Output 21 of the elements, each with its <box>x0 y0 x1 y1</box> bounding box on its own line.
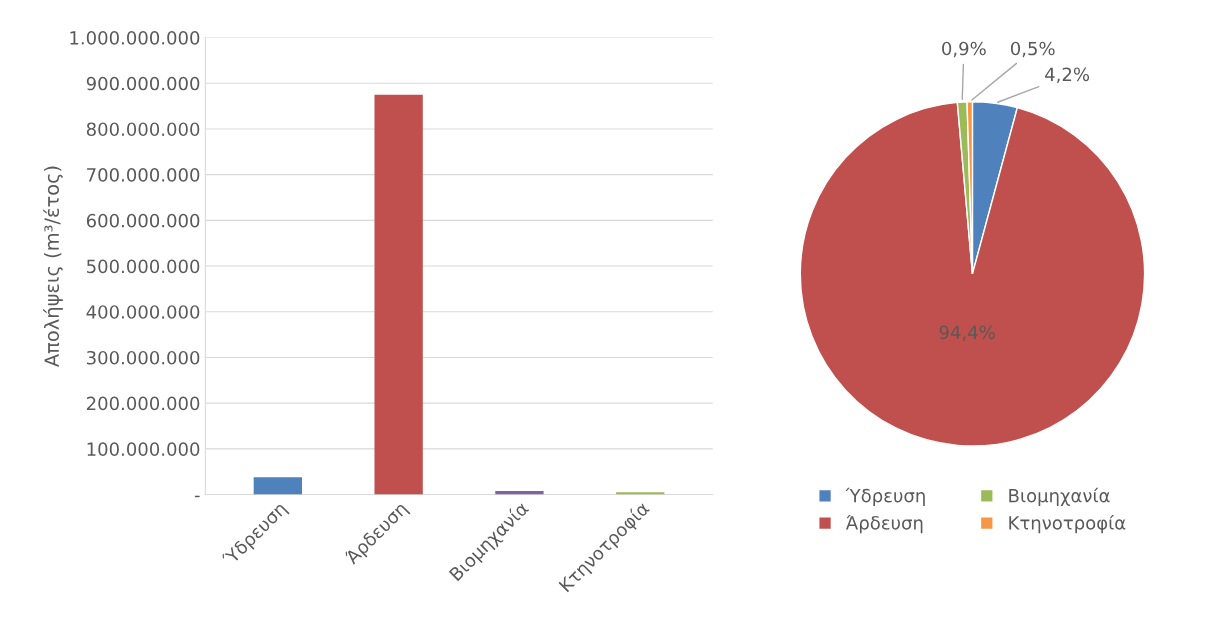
y-tick-label: 300.000.000 <box>87 350 200 365</box>
data-label: 0,9% <box>942 41 986 58</box>
legend-label: Ύδρευση <box>845 487 925 506</box>
y-tick-label: 200.000.000 <box>86 396 200 411</box>
y-tick-label: 1.000.000.000 <box>70 31 200 45</box>
y-axis-title: Απολήψεις (m³/έτος) <box>43 166 63 368</box>
y-tick-label: - <box>194 495 200 498</box>
bar <box>253 477 302 495</box>
y-tick-label: 900.000.000 <box>86 76 200 91</box>
legend-label: Βιομηχανία <box>1009 487 1110 506</box>
data-label: 0,5% <box>1010 41 1055 58</box>
pie-slice <box>799 101 1146 447</box>
data-label: 4,2% <box>1045 67 1090 83</box>
y-tick-label: 500.000.000 <box>87 259 200 274</box>
y-tick-label: 600.000.000 <box>86 213 200 228</box>
y-tick-label: 800.000.000 <box>86 122 200 137</box>
y-tick-label: 400.000.000 <box>86 305 200 319</box>
bar <box>374 94 423 495</box>
y-tick-label: 100.000.000 <box>87 442 200 456</box>
data-label: 94,4% <box>939 325 995 341</box>
y-tick-label: 700.000.000 <box>87 168 200 182</box>
